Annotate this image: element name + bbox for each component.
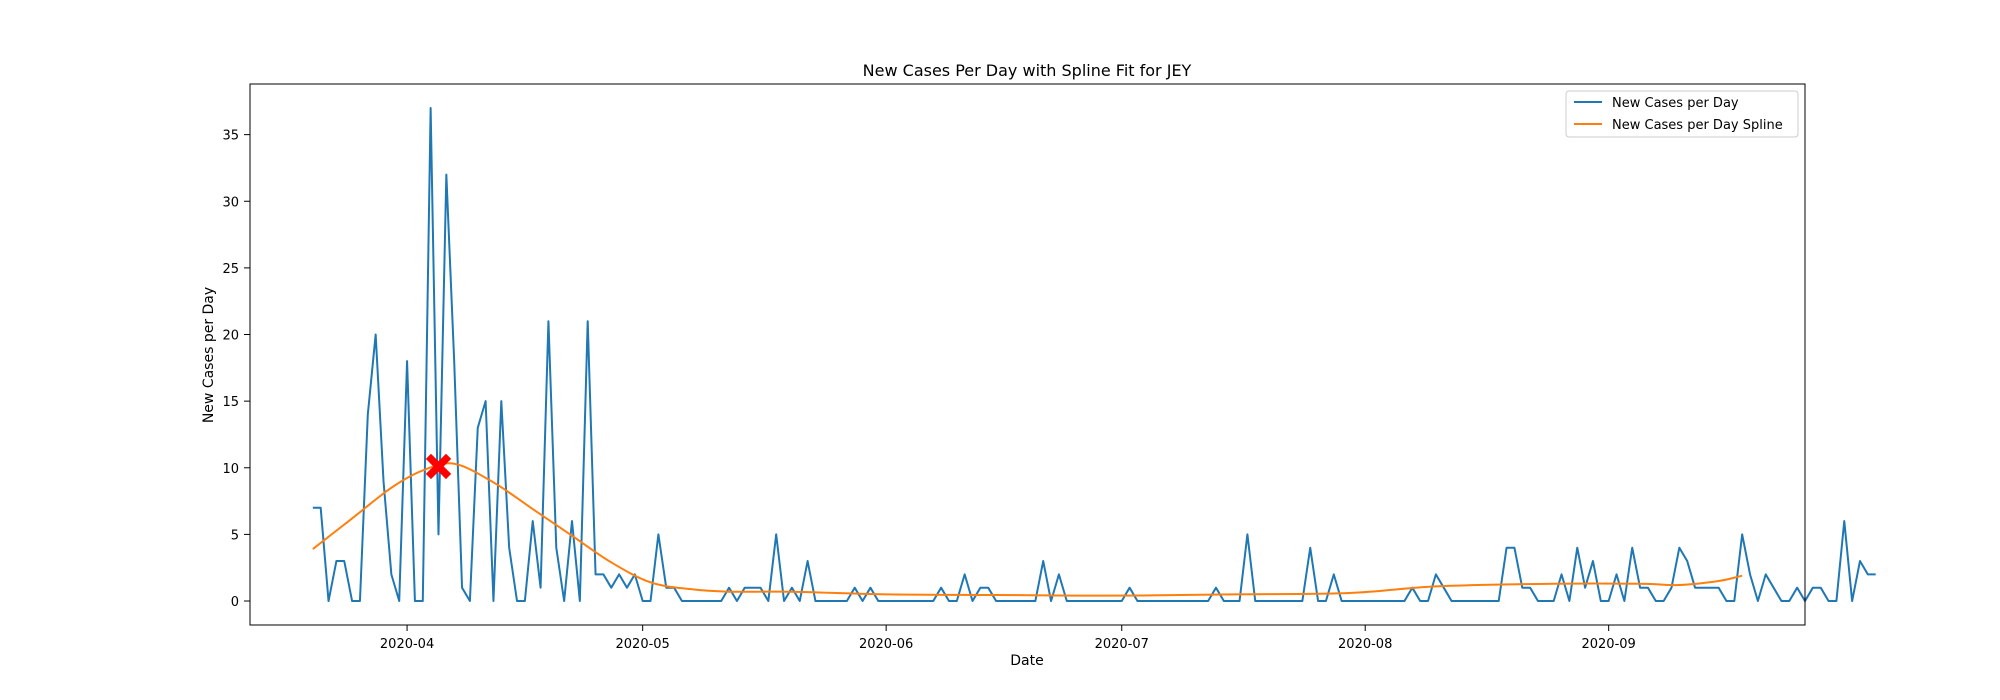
legend-label-new-cases: New Cases per Day <box>1612 96 1739 111</box>
y-tick-label: 25 <box>222 262 239 277</box>
annotation-x-marker <box>425 453 452 480</box>
x-tick-label: 2020-09 <box>1581 637 1635 652</box>
x-tick-label: 2020-04 <box>380 637 434 652</box>
x-tick-label: 2020-05 <box>616 637 670 652</box>
x-axis-label: Date <box>1010 653 1043 669</box>
x-tick-label: 2020-06 <box>859 637 913 652</box>
series-line-new-cases <box>312 106 1876 603</box>
y-tick-label: 30 <box>222 195 239 210</box>
y-axis-ticks: 0 5 10 15 20 25 30 35 <box>222 129 250 610</box>
chart-title: New Cases Per Day with Spline Fit for JE… <box>863 61 1192 80</box>
y-tick-label: 10 <box>222 462 239 477</box>
y-tick-label: 15 <box>222 395 239 410</box>
series-line-spline <box>312 462 1743 597</box>
y-tick-label: 0 <box>231 595 239 610</box>
y-tick-label: 5 <box>231 528 239 543</box>
legend-box <box>1565 90 1799 138</box>
y-tick-label: 20 <box>222 329 239 344</box>
x-tick-label: 2020-08 <box>1338 637 1392 652</box>
x-tick-label: 2020-07 <box>1095 637 1149 652</box>
y-axis-label: New Cases per Day <box>201 287 217 423</box>
x-axis-ticks: 2020-04 2020-05 2020-06 2020-07 2020-08 2020-… <box>380 625 1636 652</box>
y-tick-label: 35 <box>222 129 239 144</box>
legend-label-spline: New Cases per Day Spline <box>1612 118 1783 133</box>
plot-frame <box>249 83 1806 626</box>
marker-layer <box>425 453 452 480</box>
series-layer <box>312 106 1876 603</box>
legend: New Cases per Day New Cases per Day Spli… <box>1565 90 1799 138</box>
